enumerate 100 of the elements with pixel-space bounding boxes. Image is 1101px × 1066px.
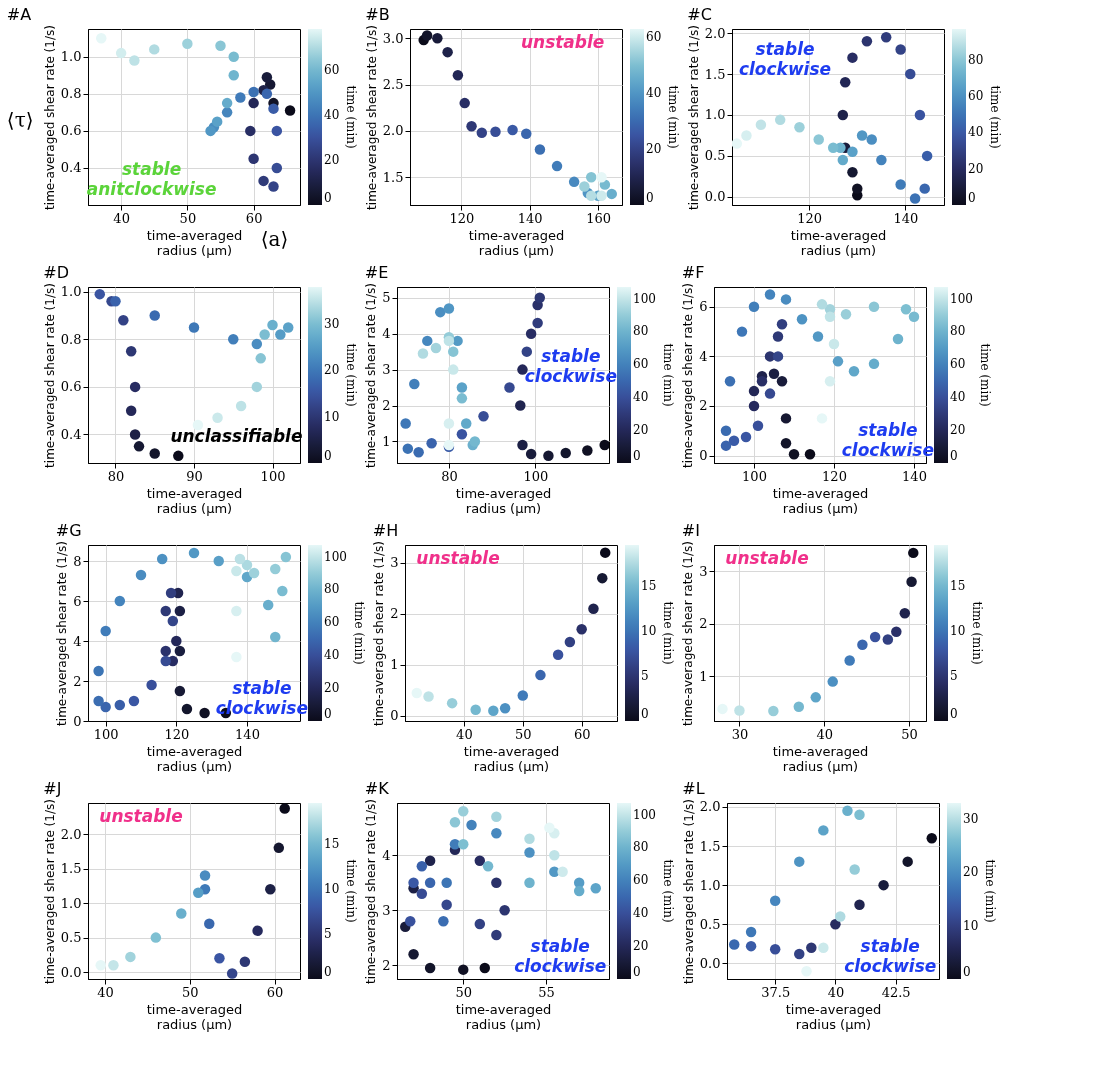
- point: [228, 51, 239, 63]
- point: [869, 631, 881, 643]
- point: [534, 292, 546, 304]
- point: [402, 443, 414, 454]
- point: [411, 687, 423, 699]
- y-tick-label: 3: [699, 563, 708, 579]
- x-tick-label: 60: [245, 210, 263, 226]
- color-bar-label: 0: [324, 449, 332, 463]
- y-tick-label: 0.5: [704, 148, 726, 164]
- point: [515, 400, 526, 411]
- y-tick-label: 0.6: [60, 123, 82, 139]
- point: [902, 856, 913, 867]
- point: [118, 315, 129, 326]
- point: [110, 296, 121, 307]
- point: [834, 911, 846, 922]
- point: [248, 567, 260, 579]
- x-tick-label: 100: [260, 468, 286, 484]
- point: [752, 420, 764, 432]
- x-tick-label: 50: [455, 984, 473, 1000]
- x-axis-title: time-averaged radius (μm): [785, 1001, 882, 1032]
- point: [456, 393, 468, 404]
- color-bar-label: 20: [324, 152, 340, 167]
- point: [442, 46, 453, 58]
- point: [245, 125, 256, 137]
- point: [466, 819, 477, 831]
- point: [837, 109, 849, 121]
- point: [532, 317, 543, 329]
- chart-title: #B: [365, 4, 390, 24]
- color-bar-label: 40: [950, 390, 966, 405]
- y-tick-label: 6: [73, 593, 82, 609]
- point: [125, 405, 137, 416]
- y-tick-label: 3.0: [382, 30, 404, 46]
- y-tick-label: 3: [382, 362, 391, 378]
- point: [491, 877, 502, 888]
- y-tick-label: 1.0: [704, 107, 726, 123]
- point: [125, 345, 137, 357]
- point: [764, 388, 776, 399]
- point: [926, 832, 938, 844]
- point: [408, 877, 419, 888]
- point: [405, 916, 416, 927]
- point: [160, 645, 171, 657]
- annotation: stable clockwise: [514, 936, 607, 977]
- y-tick-label: 0.5: [60, 930, 82, 946]
- x-tick-label: 60: [266, 984, 284, 1000]
- point: [259, 329, 270, 340]
- point: [469, 436, 481, 447]
- point: [524, 877, 535, 888]
- point: [582, 445, 593, 456]
- color-bar-label: 5: [324, 926, 332, 941]
- point: [788, 449, 800, 460]
- point: [174, 605, 186, 617]
- chart-title: #H: [372, 520, 399, 540]
- point: [95, 959, 106, 971]
- point: [549, 850, 560, 861]
- color-bar-label: 10: [641, 623, 657, 638]
- point: [534, 144, 546, 155]
- y-tick-label: 2: [699, 398, 708, 414]
- point: [774, 114, 786, 126]
- color-bar-label: 100: [324, 549, 347, 564]
- point: [599, 547, 611, 558]
- color-bar-label: 40: [646, 86, 662, 101]
- point: [432, 33, 443, 44]
- point: [736, 326, 748, 337]
- point: [413, 446, 424, 458]
- x-axis-title: time-averaged radius (μm): [455, 485, 552, 516]
- point: [585, 171, 597, 183]
- x-axis-title: time-averaged radius (μm): [790, 227, 887, 258]
- point: [93, 695, 104, 707]
- point: [214, 953, 225, 964]
- point: [160, 605, 171, 617]
- point: [908, 311, 920, 322]
- x-tick-label: 100: [93, 726, 119, 742]
- y-tick-label: 1: [699, 668, 708, 684]
- y-axis-title: time-averaged shear rate (1/s): [42, 799, 57, 984]
- color-bar-label: 20: [968, 161, 984, 176]
- point: [857, 639, 868, 651]
- point: [150, 932, 162, 943]
- point: [824, 311, 836, 322]
- y-axis-title: time-averaged shear rate (1/s): [42, 283, 57, 468]
- point: [768, 368, 780, 379]
- point: [839, 76, 851, 88]
- color-bar-label: 0: [641, 707, 649, 721]
- point: [129, 55, 140, 66]
- chart-title: #K: [364, 778, 390, 798]
- x-tick-label: 140: [517, 210, 543, 226]
- color-bar-label: 0: [963, 965, 971, 979]
- point: [745, 926, 757, 938]
- point: [919, 183, 930, 194]
- point: [734, 705, 745, 716]
- point: [876, 154, 887, 166]
- point: [165, 587, 177, 599]
- point: [441, 899, 452, 910]
- x-axis-title: time-averaged radius (μm): [146, 227, 243, 258]
- chart-title: #G: [55, 520, 82, 540]
- point: [456, 429, 468, 440]
- point: [576, 623, 587, 635]
- point: [905, 68, 916, 80]
- y-tick-label: 4: [382, 847, 391, 863]
- y-tick-label: 4: [699, 348, 708, 364]
- color-bar-title: time (min): [978, 343, 992, 407]
